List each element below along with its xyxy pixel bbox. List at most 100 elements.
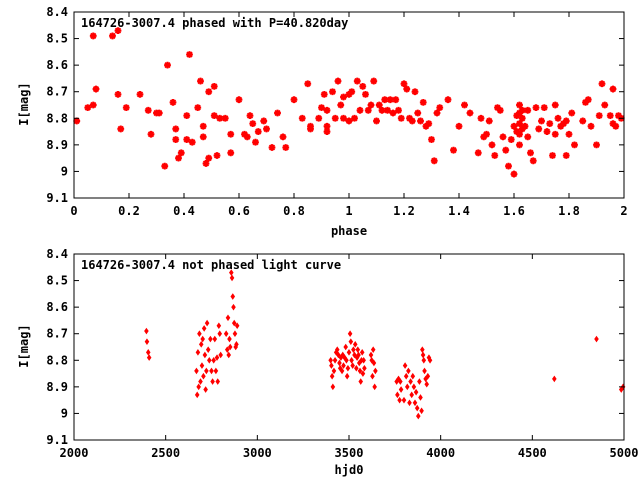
data-point <box>343 343 348 351</box>
data-point <box>204 319 210 327</box>
data-point <box>414 404 420 412</box>
phased-light-curve-panel: 0 0.2 0.4 0.6 0.8 1 1.2 1.4 1.6 1.8 2 8.4 8.5 8.6 8.7 8… <box>17 5 628 238</box>
data-point <box>540 104 548 112</box>
data-point <box>430 157 438 165</box>
data-point <box>609 85 617 93</box>
x-tick-label: 0 <box>70 204 77 218</box>
data-point <box>507 136 515 143</box>
data-point <box>381 96 389 104</box>
data-point <box>568 109 576 117</box>
y-tick-label: 9 <box>61 406 68 420</box>
data-point <box>307 122 314 130</box>
x-tick-label: 1.6 <box>503 204 525 218</box>
data-point <box>551 130 559 138</box>
data-point <box>344 356 349 364</box>
data-point <box>579 117 587 125</box>
data-point <box>368 351 374 359</box>
data-point <box>348 88 356 96</box>
data-point <box>169 98 177 106</box>
data-point <box>144 106 152 114</box>
data-point <box>420 351 426 359</box>
y-tick-label: 8.4 <box>46 5 68 19</box>
data-point <box>210 83 218 90</box>
data-point <box>419 98 427 106</box>
data-point <box>89 101 97 109</box>
data-point <box>198 341 204 348</box>
data-point <box>513 112 521 120</box>
data-point <box>606 112 614 120</box>
data-point <box>461 101 468 109</box>
data-point <box>516 109 523 117</box>
data-point <box>334 346 340 353</box>
data-point <box>422 367 427 375</box>
data-point <box>358 378 364 385</box>
data-point <box>409 391 414 399</box>
data-point <box>397 114 405 122</box>
data-point <box>213 152 221 159</box>
x-tick-label: 1 <box>345 204 352 218</box>
data-point <box>201 372 206 380</box>
data-point <box>609 120 617 127</box>
y-tick-label: 8.7 <box>46 85 68 99</box>
data-point <box>532 104 540 112</box>
y-tick-label: 8.6 <box>46 300 68 314</box>
data-point <box>231 303 236 311</box>
data-point <box>505 162 512 170</box>
x-tick-label: 1.2 <box>393 204 415 218</box>
data-point <box>407 399 412 407</box>
data-point <box>209 367 214 375</box>
data-point <box>406 114 413 122</box>
data-point <box>418 394 423 401</box>
data-point <box>538 117 545 125</box>
data-point <box>584 96 592 104</box>
data-point <box>345 364 351 372</box>
data-point <box>496 106 504 114</box>
data-point <box>351 114 358 122</box>
data-point <box>428 136 435 143</box>
x-tick-label: 4000 <box>426 446 455 460</box>
x-axis-label: hjd0 <box>335 463 364 477</box>
data-point <box>194 104 202 112</box>
data-point <box>483 130 490 138</box>
data-point <box>565 130 573 138</box>
data-point <box>397 396 402 404</box>
data-point <box>546 120 554 127</box>
data-point <box>427 356 433 364</box>
data-point <box>216 322 222 330</box>
data-point <box>395 391 400 399</box>
data-point <box>375 101 383 109</box>
data-point <box>557 122 565 130</box>
data-point <box>164 61 171 69</box>
data-point <box>516 120 523 127</box>
data-point <box>114 90 122 98</box>
unphased-light-curve-panel: 2000 2500 3000 3500 4000 4500 5000 8.4 8.5 8.6 8.7… <box>17 247 638 477</box>
data-point <box>360 370 366 377</box>
x-axis-label: phase <box>331 224 367 238</box>
data-point <box>425 120 433 127</box>
data-point <box>323 106 331 114</box>
data-point <box>323 128 331 135</box>
data-point <box>361 356 366 364</box>
data-point <box>384 106 391 114</box>
data-point <box>455 122 463 130</box>
data-point <box>370 372 375 380</box>
data-point <box>200 335 205 343</box>
data-point <box>183 136 191 143</box>
data-point <box>345 90 353 98</box>
data-point <box>144 338 150 345</box>
data-point <box>562 152 570 159</box>
data-point <box>389 109 397 117</box>
data-point <box>425 372 431 380</box>
data-point <box>188 138 196 146</box>
data-point <box>208 335 213 343</box>
data-point <box>331 367 337 375</box>
data-point <box>417 378 422 385</box>
data-point <box>516 141 523 149</box>
x-tick-label: 1.8 <box>558 204 580 218</box>
data-point <box>199 133 207 141</box>
data-point <box>207 356 212 364</box>
data-point <box>202 160 210 167</box>
data-point <box>582 98 589 106</box>
data-point <box>543 128 551 135</box>
